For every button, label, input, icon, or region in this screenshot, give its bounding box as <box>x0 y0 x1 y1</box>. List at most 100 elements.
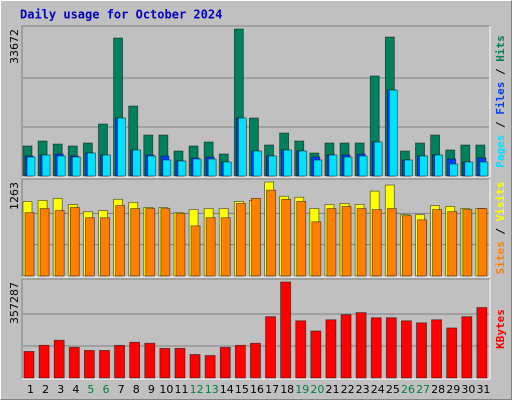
bar <box>56 155 66 177</box>
x-tick-label: 27 <box>416 383 430 396</box>
bar <box>476 307 488 379</box>
bar <box>311 221 322 277</box>
x-tick-label: 22 <box>341 383 355 396</box>
x-tick-label: 28 <box>431 383 445 396</box>
bar <box>251 197 261 277</box>
x-tick-label: 3 <box>57 383 64 396</box>
bar <box>189 354 201 379</box>
bar <box>175 213 186 277</box>
bar <box>250 342 261 379</box>
x-tick-label: 9 <box>148 383 155 396</box>
bar <box>54 210 65 277</box>
x-tick-label: 12 <box>190 383 204 396</box>
legend-separator: / <box>494 115 507 135</box>
bar <box>479 161 489 177</box>
bar <box>99 350 110 379</box>
x-tick-label: 10 <box>159 383 173 396</box>
legend-entry: KBytes <box>494 309 507 349</box>
legend: KBytes <box>494 309 507 349</box>
bar <box>268 155 277 177</box>
bar <box>207 158 217 177</box>
x-tick-label: 16 <box>250 383 264 396</box>
bar <box>325 319 337 379</box>
bar <box>39 208 50 277</box>
bar <box>235 203 246 277</box>
bar <box>115 205 125 277</box>
bar <box>461 316 473 379</box>
bar <box>404 159 413 177</box>
x-tick-label: 21 <box>325 383 339 396</box>
x-tick-label: 14 <box>220 383 234 396</box>
bar <box>358 155 368 177</box>
bar <box>220 217 231 277</box>
bar <box>388 89 398 177</box>
bar <box>386 208 397 277</box>
bar <box>144 342 156 379</box>
bar <box>447 211 458 277</box>
bar <box>402 215 412 277</box>
x-tick-label: 5 <box>87 383 94 396</box>
y-tick-label: 357287 <box>8 282 21 324</box>
x-tick-label: 4 <box>72 383 79 396</box>
bar <box>145 208 156 277</box>
x-tick-label: 17 <box>265 383 279 396</box>
x-tick-label: 29 <box>446 383 460 396</box>
bar <box>266 189 276 277</box>
x-tick-label: 20 <box>310 383 324 396</box>
bar <box>416 322 427 379</box>
bar <box>462 209 473 277</box>
bar <box>162 159 172 177</box>
bar <box>373 141 383 177</box>
bar <box>280 281 292 379</box>
bar <box>205 217 216 277</box>
y-tick-label: 1263 <box>8 182 21 210</box>
x-tick-label: 30 <box>461 383 475 396</box>
bar <box>464 161 474 177</box>
x-tick-label: 6 <box>103 383 110 396</box>
bar <box>449 163 459 177</box>
bar <box>431 319 443 379</box>
bar <box>23 351 35 379</box>
x-tick-label: 13 <box>205 383 219 396</box>
panel-border <box>21 25 490 177</box>
panel-border <box>21 178 490 277</box>
x-tick-label: 18 <box>280 383 294 396</box>
bar <box>296 201 307 277</box>
bar <box>326 208 337 277</box>
x-tick-label: 8 <box>133 383 140 396</box>
x-tick-label: 19 <box>295 383 309 396</box>
bar <box>283 149 293 177</box>
bar <box>477 208 488 277</box>
bar <box>160 208 171 277</box>
bar <box>147 155 157 177</box>
bar <box>234 344 246 379</box>
bar <box>219 346 231 379</box>
x-tick-label: 26 <box>401 383 415 396</box>
legend-separator: / <box>494 62 507 82</box>
bar <box>192 158 202 177</box>
bar <box>24 212 35 277</box>
bar <box>281 198 292 277</box>
bar <box>371 209 382 277</box>
bar <box>417 219 427 277</box>
bar <box>71 156 81 177</box>
bar <box>343 156 353 177</box>
bar <box>83 350 95 379</box>
x-tick-label: 25 <box>386 383 400 396</box>
bar <box>38 344 50 379</box>
legend-entry: Sites <box>494 241 507 274</box>
panel-border <box>21 278 490 379</box>
x-tick-label: 7 <box>118 383 125 396</box>
legend-entry: Hits <box>494 35 507 62</box>
bar <box>190 225 201 277</box>
bar <box>222 161 232 177</box>
panel-border <box>22 279 491 380</box>
bar <box>295 320 307 379</box>
legend: Pages / Files / Hits <box>494 35 507 168</box>
bar <box>130 208 141 277</box>
bar <box>41 154 51 177</box>
bar <box>86 152 96 177</box>
bar <box>132 149 142 177</box>
bar <box>328 154 338 177</box>
